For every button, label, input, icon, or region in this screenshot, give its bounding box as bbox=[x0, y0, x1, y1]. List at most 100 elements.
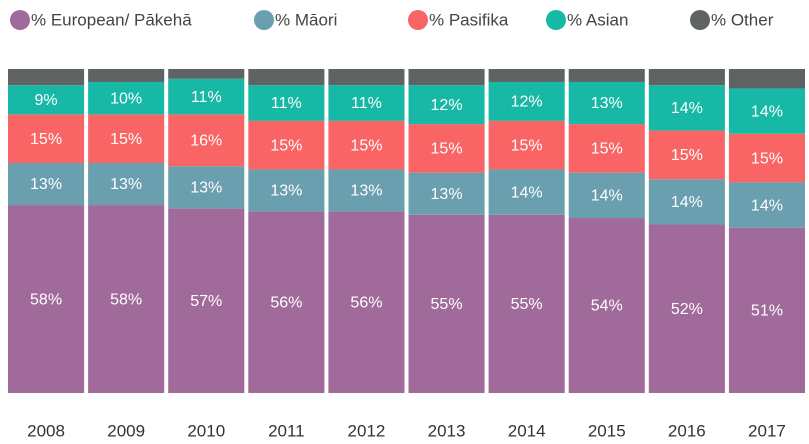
data-label: 14% bbox=[751, 197, 783, 214]
bar-segment bbox=[168, 78, 245, 115]
data-label: 14% bbox=[751, 103, 783, 120]
data-label: 58% bbox=[110, 291, 142, 308]
bar-segment bbox=[568, 81, 645, 125]
bar-segment bbox=[8, 69, 85, 86]
data-label: 15% bbox=[671, 147, 703, 164]
bar-segment bbox=[728, 227, 805, 393]
legend-swatch bbox=[690, 10, 710, 30]
data-label: 15% bbox=[350, 137, 382, 154]
data-label: 58% bbox=[30, 291, 62, 308]
bar-segment bbox=[488, 214, 565, 393]
bar-segment bbox=[8, 162, 85, 206]
data-label: 15% bbox=[511, 137, 543, 154]
bar-segment bbox=[728, 69, 805, 89]
bar-segment bbox=[648, 85, 725, 131]
bar-segment bbox=[488, 69, 565, 82]
bar-segment bbox=[168, 208, 245, 393]
data-label: 13% bbox=[30, 176, 62, 193]
data-label: 13% bbox=[431, 186, 463, 203]
data-label: 52% bbox=[671, 301, 703, 318]
x-tick-label: 2010 bbox=[187, 421, 225, 440]
bar-segment bbox=[328, 169, 405, 212]
data-label: 13% bbox=[591, 95, 623, 112]
x-tick-label: 2017 bbox=[748, 421, 786, 440]
data-label: 13% bbox=[110, 176, 142, 193]
bar-segment bbox=[648, 69, 725, 86]
bar-segment bbox=[248, 120, 325, 170]
data-label: 16% bbox=[190, 132, 222, 149]
data-label: 13% bbox=[350, 183, 382, 200]
bar-segment bbox=[488, 169, 565, 215]
bar-segment bbox=[248, 85, 325, 121]
bar-segment bbox=[248, 69, 325, 86]
data-label: 15% bbox=[270, 137, 302, 154]
x-tick-label: 2013 bbox=[428, 421, 466, 440]
bar-segment bbox=[568, 172, 645, 219]
x-tick-label: 2016 bbox=[668, 421, 706, 440]
data-label: 57% bbox=[190, 293, 222, 310]
bar-segment bbox=[408, 172, 485, 215]
data-label: 14% bbox=[511, 184, 543, 201]
data-label: 9% bbox=[34, 92, 57, 109]
bar-segment bbox=[568, 218, 645, 393]
x-tick-label: 2014 bbox=[508, 421, 546, 440]
bar-segment bbox=[168, 69, 245, 79]
bar-segment bbox=[328, 69, 405, 86]
bar-segment bbox=[88, 205, 165, 393]
data-label: 54% bbox=[591, 298, 623, 315]
legend-label: % Pasifika bbox=[429, 10, 509, 29]
data-label: 11% bbox=[351, 95, 382, 112]
legend-swatch bbox=[408, 10, 428, 30]
bar-segment bbox=[488, 120, 565, 170]
data-label: 13% bbox=[270, 183, 302, 200]
bar-segment bbox=[568, 124, 645, 173]
bar-segment bbox=[328, 85, 405, 121]
data-label: 14% bbox=[671, 194, 703, 211]
legend-label: % European/ Pākehā bbox=[31, 10, 192, 29]
x-tick-label: 2008 bbox=[27, 421, 65, 440]
bar-segment bbox=[88, 69, 165, 82]
data-label: 55% bbox=[511, 296, 543, 313]
bar-segment bbox=[408, 124, 485, 173]
data-label: 15% bbox=[431, 141, 463, 158]
data-label: 12% bbox=[431, 97, 463, 114]
bar-segment bbox=[328, 120, 405, 170]
bar-segment bbox=[88, 114, 165, 163]
legend-swatch bbox=[546, 10, 566, 30]
bar-segment bbox=[648, 224, 725, 393]
bar-segment bbox=[248, 169, 325, 212]
bar-segment bbox=[408, 214, 485, 393]
data-label: 15% bbox=[591, 141, 623, 158]
bar-segment bbox=[728, 182, 805, 228]
data-label: 55% bbox=[431, 296, 463, 313]
legend-label: % Māori bbox=[275, 10, 337, 29]
data-label: 13% bbox=[190, 179, 222, 196]
bar-segment bbox=[328, 211, 405, 393]
bar-segment bbox=[728, 133, 805, 183]
data-label: 14% bbox=[671, 100, 703, 117]
data-label: 11% bbox=[191, 89, 222, 106]
bar-segment bbox=[488, 81, 565, 121]
bar-segment bbox=[168, 114, 245, 167]
data-label: 51% bbox=[751, 303, 783, 320]
data-label: 14% bbox=[591, 188, 623, 205]
x-tick-label: 2009 bbox=[107, 421, 145, 440]
data-label: 15% bbox=[30, 131, 62, 148]
bar-segment bbox=[8, 85, 85, 115]
data-label: 10% bbox=[110, 90, 142, 107]
legend-swatch bbox=[10, 10, 30, 30]
bar-segment bbox=[408, 85, 485, 125]
data-label: 56% bbox=[350, 294, 382, 311]
legend-swatch bbox=[254, 10, 274, 30]
data-label: 12% bbox=[511, 94, 543, 111]
legend-label: % Other bbox=[711, 10, 774, 29]
x-tick-label: 2012 bbox=[348, 421, 386, 440]
data-label: 11% bbox=[271, 95, 302, 112]
x-tick-label: 2011 bbox=[268, 421, 305, 440]
data-label: 15% bbox=[110, 131, 142, 148]
bar-segment bbox=[728, 88, 805, 134]
bar-segment bbox=[88, 162, 165, 206]
bar-segment bbox=[408, 69, 485, 86]
x-tick-label: 2015 bbox=[588, 421, 626, 440]
